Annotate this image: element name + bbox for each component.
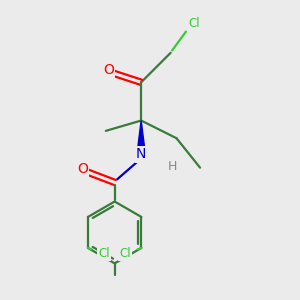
Text: H: H bbox=[167, 160, 177, 173]
Text: N: N bbox=[136, 147, 146, 161]
Text: Cl: Cl bbox=[98, 247, 110, 260]
Text: Cl: Cl bbox=[188, 17, 200, 30]
Text: O: O bbox=[77, 162, 88, 176]
Polygon shape bbox=[137, 121, 145, 151]
Text: Cl: Cl bbox=[119, 247, 131, 260]
Text: O: O bbox=[103, 64, 114, 77]
